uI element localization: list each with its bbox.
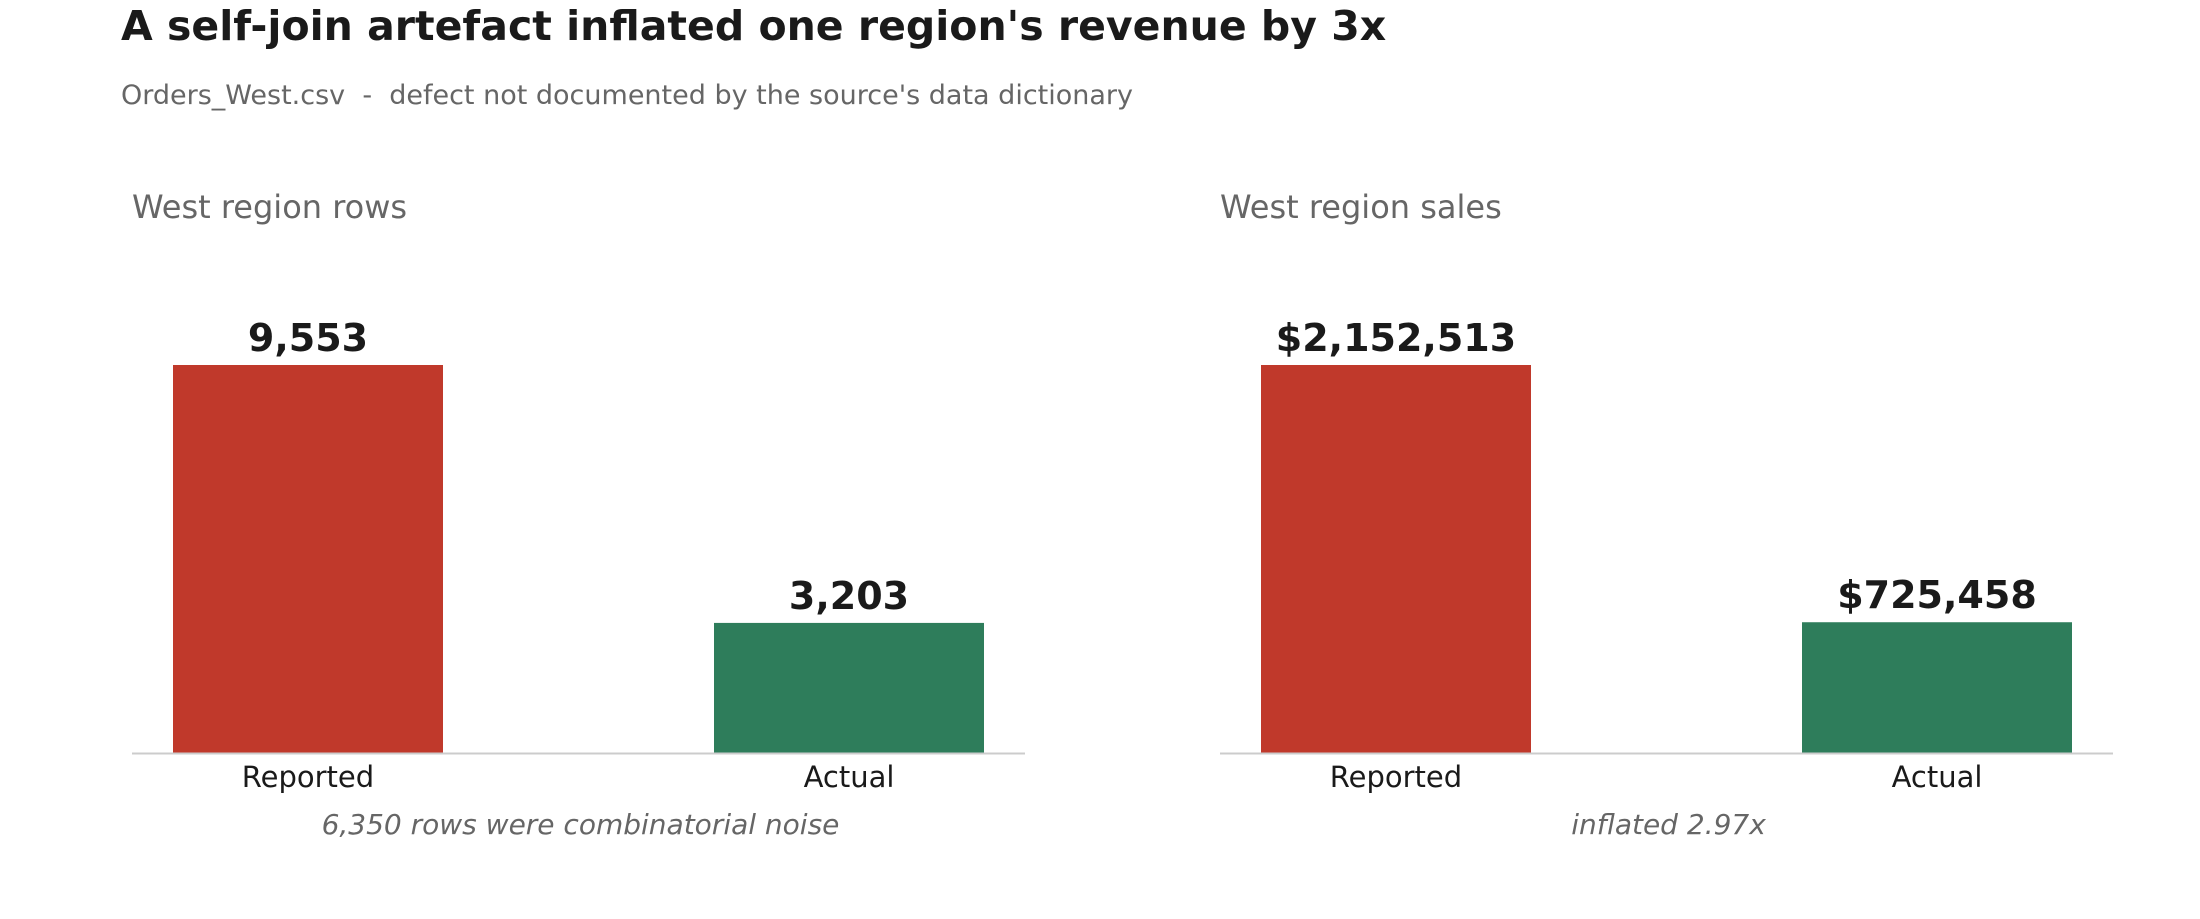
panel-title: West region sales bbox=[1220, 188, 1502, 226]
value-label: 9,553 bbox=[248, 316, 368, 360]
category-label: Actual bbox=[804, 760, 895, 794]
panel-annotation: 6,350 rows were combinatorial noise bbox=[321, 808, 840, 841]
chart-title: A self-join artefact inflated one region… bbox=[121, 2, 1387, 50]
value-label: $2,152,513 bbox=[1276, 316, 1516, 360]
bar-actual bbox=[1802, 622, 2072, 753]
sales-bar-chart: $2,152,513 Reported $725,458 Actual bbox=[1220, 316, 2113, 794]
bar-actual bbox=[714, 622, 984, 753]
category-label: Actual bbox=[1892, 760, 1983, 794]
bar-reported bbox=[1261, 365, 1531, 753]
panel-title: West region rows bbox=[132, 188, 408, 226]
bar-reported bbox=[173, 365, 443, 753]
sales-panel: West region sales $2,152,513 Reported $725… bbox=[1220, 0, 2117, 919]
value-label: $725,458 bbox=[1837, 573, 2037, 617]
rows-panel: West region rows 9,553 Reported 3,203 Actua… bbox=[132, 0, 1029, 919]
panel-annotation: inflated 2.97x bbox=[1571, 808, 1766, 841]
rows-bar-chart: 9,553 Reported 3,203 Actual bbox=[132, 316, 1025, 794]
chart-subtitle: Orders_West.csv - defect not documented … bbox=[121, 80, 1134, 111]
category-label: Reported bbox=[242, 760, 374, 794]
value-label: 3,203 bbox=[789, 574, 909, 618]
category-label: Reported bbox=[1330, 760, 1462, 794]
